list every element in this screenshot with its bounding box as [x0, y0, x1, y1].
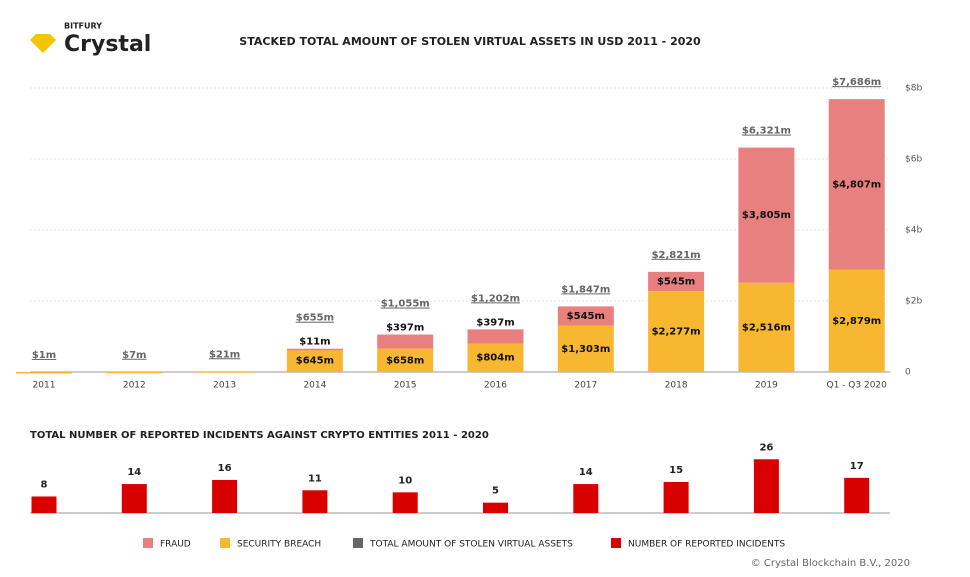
value-label: $545m [567, 311, 605, 322]
total-label: $7,686m [832, 77, 881, 88]
bar-segment [557, 306, 614, 326]
bar [121, 484, 147, 513]
bar [663, 482, 689, 513]
bar [573, 484, 599, 513]
bar-segment [106, 371, 163, 374]
value-label: $645m [296, 356, 334, 367]
total-label: $1,202m [471, 293, 520, 304]
value-label: 17 [850, 461, 864, 472]
bar [212, 479, 238, 513]
bar-segment [828, 269, 885, 372]
bar [483, 502, 508, 513]
value-label: $397m [386, 323, 424, 334]
value-label: 15 [669, 465, 683, 476]
bar [31, 496, 57, 513]
bar-segment [196, 371, 253, 373]
legend-label: NUMBER OF REPORTED INCIDENTS [628, 540, 785, 550]
value-label: 8 [41, 479, 48, 490]
value-label: $397m [476, 317, 514, 328]
legend-swatch [220, 538, 230, 548]
legend-label: SECURITY BREACH [237, 540, 321, 550]
x-tick-label: 2014 [303, 381, 326, 391]
legend-swatch [611, 538, 621, 548]
bar-segment [738, 147, 795, 283]
total-label: $1,055m [381, 299, 430, 310]
value-label: 10 [398, 475, 412, 486]
value-label: $11m [299, 337, 330, 348]
bar-segment [648, 291, 705, 372]
legend-label: TOTAL AMOUNT OF STOLEN VIRTUAL ASSETS [369, 540, 573, 550]
total-label: $2,821m [652, 250, 701, 261]
bar [392, 492, 418, 513]
total-label: $1,847m [561, 284, 610, 295]
bar-segment [377, 348, 434, 372]
value-label: $2,879m [832, 316, 881, 327]
legend-swatch [143, 538, 153, 548]
value-label: $658m [386, 355, 424, 366]
bar-segment [286, 349, 343, 372]
logo-icon [30, 34, 56, 53]
total-label: $1m [32, 350, 56, 361]
x-tick-label: 2013 [213, 381, 236, 391]
value-label: $545m [657, 276, 695, 287]
bar-segment [648, 271, 705, 292]
y-tick-label: 0 [905, 368, 911, 378]
x-tick-label: 2018 [665, 381, 688, 391]
value-label: $2,516m [742, 322, 791, 333]
x-tick-label: Q1 - Q3 2020 [827, 381, 888, 391]
total-label: $6,321m [742, 126, 791, 137]
bar [302, 490, 328, 513]
legend-label: FRAUD [160, 540, 191, 550]
bar [844, 477, 870, 513]
total-label: $655m [296, 313, 334, 324]
value-label: $3,805m [742, 210, 791, 221]
x-tick-label: 2019 [755, 381, 778, 391]
chart-title: STACKED TOTAL AMOUNT OF STOLEN VIRTUAL A… [239, 35, 701, 48]
bar-segment [828, 99, 885, 270]
bar-segment [467, 343, 524, 372]
logo-text: Crystal [64, 32, 151, 57]
bar-segment [557, 325, 614, 372]
y-tick-label: $6b [905, 155, 922, 165]
bar-segment [377, 334, 434, 349]
footer: © Crystal Blockchain B.V., 2020 [751, 558, 910, 569]
chart-title: TOTAL NUMBER OF REPORTED INCIDENTS AGAIN… [30, 430, 489, 441]
bar [753, 459, 779, 513]
brand: BITFURY [64, 22, 102, 31]
value-label: $2,277m [652, 327, 701, 338]
x-tick-label: 2017 [574, 381, 597, 391]
value-label: 14 [127, 467, 141, 478]
y-tick-label: $4b [905, 226, 922, 236]
x-tick-label: 2012 [123, 381, 146, 391]
value-label: 5 [492, 486, 499, 497]
value-label: 11 [308, 473, 322, 484]
bar-segment [738, 282, 795, 372]
y-tick-label: $2b [905, 297, 922, 307]
total-label: $21m [209, 349, 240, 360]
bar-segment [467, 329, 524, 344]
value-label: 26 [759, 442, 773, 453]
x-tick-label: 2015 [394, 381, 417, 391]
total-label: $7m [122, 350, 146, 361]
x-tick-label: 2016 [484, 381, 507, 391]
value-label: $1,303m [561, 344, 610, 355]
value-label: 14 [579, 467, 593, 478]
value-label: $4,807m [832, 179, 881, 190]
value-label: $804m [476, 353, 514, 364]
y-tick-label: $8b [905, 84, 922, 94]
bar-segment [286, 348, 343, 351]
bar-segment [16, 371, 72, 374]
legend-swatch [353, 538, 363, 548]
value-label: 16 [218, 463, 232, 474]
x-tick-label: 2011 [33, 381, 56, 391]
